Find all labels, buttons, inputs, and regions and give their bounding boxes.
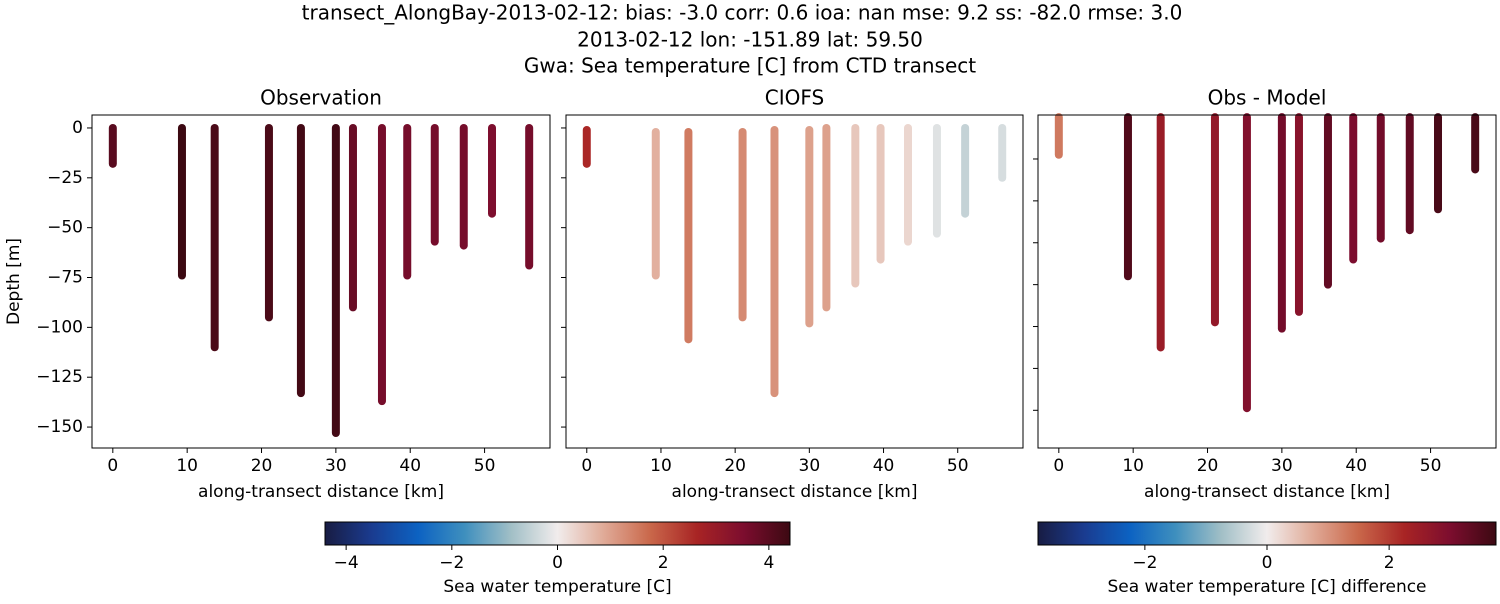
colorbar-tick-label: 0 [552,553,563,573]
y-tick-label: −50 [47,218,83,238]
axes-frame [565,114,1024,449]
colorbar-label: Sea water temperature [C] [443,577,671,597]
x-axis-label: along-transect distance [km] [1144,482,1390,502]
x-tick-label: 30 [799,456,821,476]
x-tick-label: 40 [873,456,895,476]
x-tick-label: 20 [1197,456,1219,476]
x-tick-label: 30 [1271,456,1293,476]
x-tick-label: 10 [650,456,672,476]
x-tick-label: 0 [581,456,592,476]
y-tick-label: −150 [36,417,83,437]
y-tick-label: −125 [36,367,83,387]
colorbar-label: Sea water temperature [C] difference [1107,577,1426,597]
x-tick-label: 20 [251,456,273,476]
x-tick-label: 20 [724,456,746,476]
y-tick-label: −75 [47,268,83,288]
x-tick-label: 50 [1420,456,1442,476]
colorbar-tick-label: −4 [334,553,359,573]
panel-title: Obs - Model [1208,86,1327,110]
colorbar [1037,521,1497,546]
colorbar-tick-label: 0 [1262,553,1273,573]
suptitle: 2013-02-12 lon: -151.89 lat: 59.50 [577,28,923,52]
y-axis-label: Depth [m] [4,238,24,325]
y-tick-label: 0 [72,118,83,138]
panel-title: CIOFS [765,86,824,110]
colorbar [324,521,791,546]
x-tick-label: 10 [176,456,198,476]
colorbar-tick-label: 4 [763,553,774,573]
colorbar-tick-label: −2 [1132,553,1157,573]
y-tick-label: −100 [36,317,83,337]
axes-frame [91,114,551,449]
x-tick-label: 30 [325,456,347,476]
x-axis-label: along-transect distance [km] [672,482,918,502]
x-tick-label: 50 [947,456,969,476]
suptitle: transect_AlongBay-2013-02-12: bias: -3.0… [302,1,1183,25]
x-tick-label: 10 [1122,456,1144,476]
suptitle: Gwa: Sea temperature [C] from CTD transe… [524,54,976,78]
x-tick-label: 40 [1345,456,1367,476]
x-tick-label: 50 [474,456,496,476]
x-tick-label: 40 [399,456,421,476]
panel-title: Observation [260,86,382,110]
x-tick-label: 0 [107,456,118,476]
colorbar-tick-label: 2 [658,553,669,573]
colorbar-tick-label: 2 [1384,553,1395,573]
x-tick-label: 0 [1053,456,1064,476]
x-axis-label: along-transect distance [km] [198,482,444,502]
colorbar-tick-label: −2 [439,553,464,573]
axes-frame [1037,114,1497,449]
y-tick-label: −25 [47,168,83,188]
